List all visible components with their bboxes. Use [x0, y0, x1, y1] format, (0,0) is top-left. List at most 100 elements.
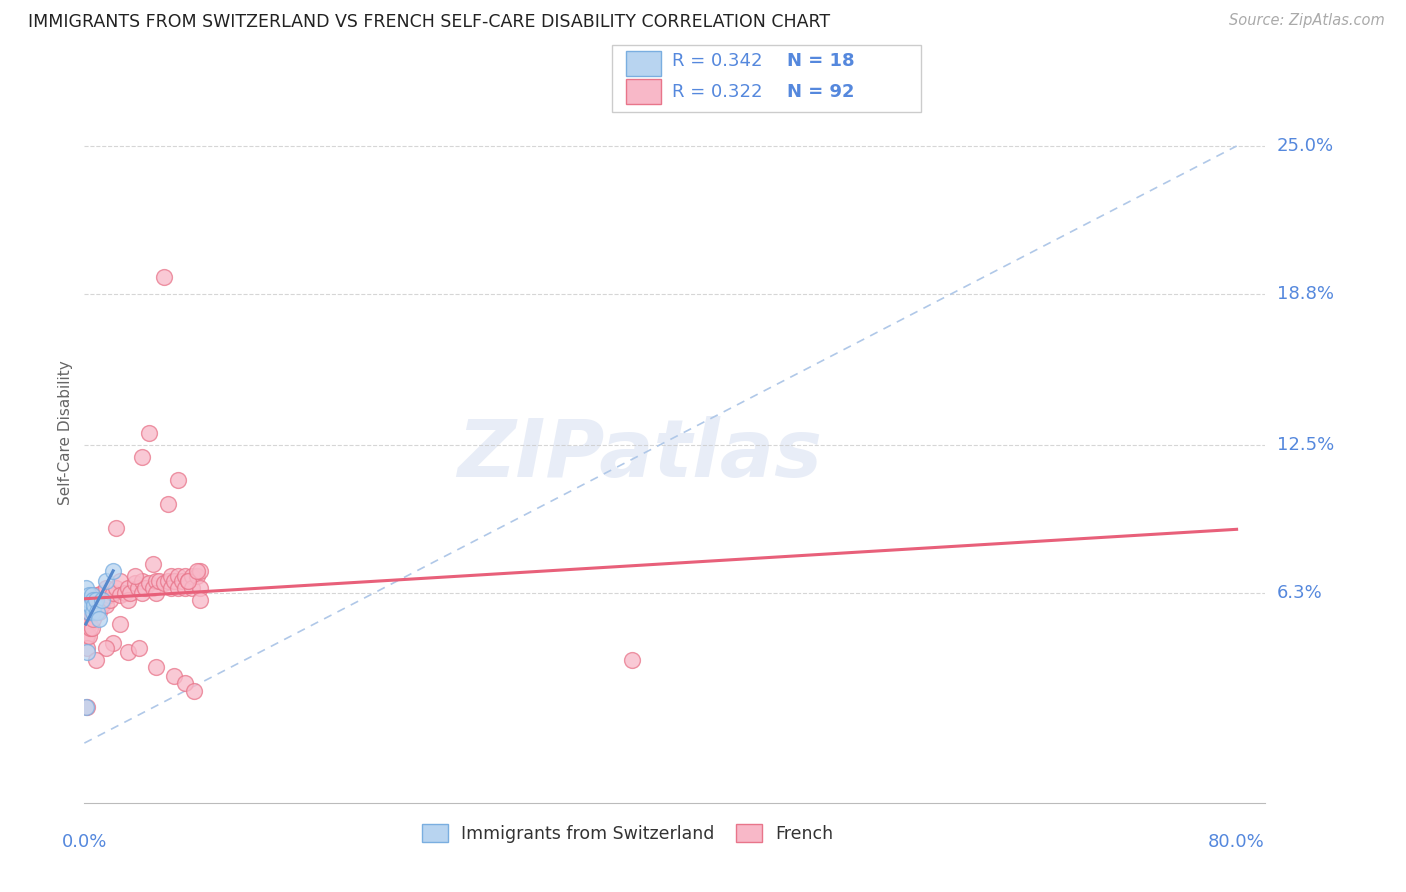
Point: [145, 659, 167, 673]
Point: [110, 616, 132, 631]
Point: [186, 564, 208, 578]
Point: [127, 581, 149, 595]
Point: [75, 605, 97, 619]
Point: [94, 598, 117, 612]
Point: [148, 574, 170, 588]
Point: [117, 592, 139, 607]
Point: [128, 640, 150, 655]
Point: [75, 581, 97, 595]
Point: [77, 605, 100, 619]
Point: [87, 588, 110, 602]
Text: N = 18: N = 18: [787, 52, 855, 70]
Point: [94, 640, 117, 655]
Point: [105, 581, 128, 595]
Point: [134, 581, 156, 595]
Text: R = 0.342: R = 0.342: [672, 52, 762, 70]
Point: [117, 581, 139, 595]
Point: [76, 700, 98, 714]
Point: [142, 581, 165, 595]
Point: [94, 581, 117, 595]
Point: [83, 605, 105, 619]
Point: [84, 592, 107, 607]
Point: [145, 585, 167, 599]
Point: [131, 585, 153, 599]
Point: [77, 629, 100, 643]
Point: [152, 576, 174, 591]
Text: R = 0.322: R = 0.322: [672, 83, 762, 101]
Point: [97, 588, 120, 602]
Point: [124, 569, 146, 583]
Point: [84, 652, 107, 666]
Point: [101, 636, 124, 650]
Point: [77, 588, 100, 602]
Point: [188, 581, 211, 595]
Point: [77, 592, 100, 607]
Point: [83, 598, 105, 612]
Point: [174, 676, 197, 690]
Point: [82, 598, 104, 612]
Point: [80, 622, 103, 636]
Text: 18.8%: 18.8%: [1277, 285, 1333, 303]
Point: [90, 592, 112, 607]
Point: [76, 598, 98, 612]
Point: [80, 592, 103, 607]
Text: 80.0%: 80.0%: [1208, 833, 1265, 851]
Point: [84, 588, 107, 602]
Point: [79, 622, 101, 636]
Point: [167, 581, 190, 595]
Point: [183, 683, 205, 698]
Point: [87, 605, 110, 619]
Point: [145, 574, 167, 588]
Legend: Immigrants from Switzerland, French: Immigrants from Switzerland, French: [415, 817, 841, 850]
Text: 12.5%: 12.5%: [1277, 435, 1334, 453]
Point: [79, 592, 101, 607]
Point: [105, 521, 128, 535]
Point: [91, 592, 114, 607]
Point: [82, 612, 104, 626]
Point: [156, 574, 179, 588]
Point: [98, 592, 121, 607]
Text: ZIPatlas: ZIPatlas: [457, 416, 823, 494]
Text: 0.0%: 0.0%: [62, 833, 107, 851]
Point: [188, 564, 211, 578]
Point: [159, 581, 181, 595]
Point: [163, 669, 186, 683]
Point: [75, 616, 97, 631]
Point: [188, 592, 211, 607]
Point: [131, 574, 153, 588]
Point: [138, 576, 160, 591]
Point: [75, 629, 97, 643]
Point: [76, 640, 98, 655]
Point: [138, 425, 160, 440]
Point: [110, 574, 132, 588]
Point: [177, 574, 200, 588]
Point: [82, 592, 104, 607]
Point: [159, 569, 181, 583]
Point: [90, 585, 112, 599]
Point: [75, 700, 97, 714]
Point: [142, 557, 165, 571]
Point: [101, 585, 124, 599]
Point: [114, 585, 136, 599]
Point: [167, 474, 190, 488]
Point: [131, 450, 153, 464]
Point: [77, 598, 100, 612]
Point: [90, 598, 112, 612]
Point: [172, 574, 194, 588]
Point: [101, 564, 124, 578]
Point: [79, 598, 101, 612]
Point: [80, 588, 103, 602]
Point: [86, 605, 108, 619]
Point: [75, 598, 97, 612]
Point: [76, 605, 98, 619]
Point: [76, 629, 98, 643]
Point: [181, 569, 204, 583]
Point: [79, 605, 101, 619]
Point: [174, 569, 197, 583]
Text: N = 92: N = 92: [787, 83, 855, 101]
Point: [87, 612, 110, 626]
Point: [82, 605, 104, 619]
Point: [156, 497, 179, 511]
Point: [83, 592, 105, 607]
Point: [177, 574, 200, 588]
